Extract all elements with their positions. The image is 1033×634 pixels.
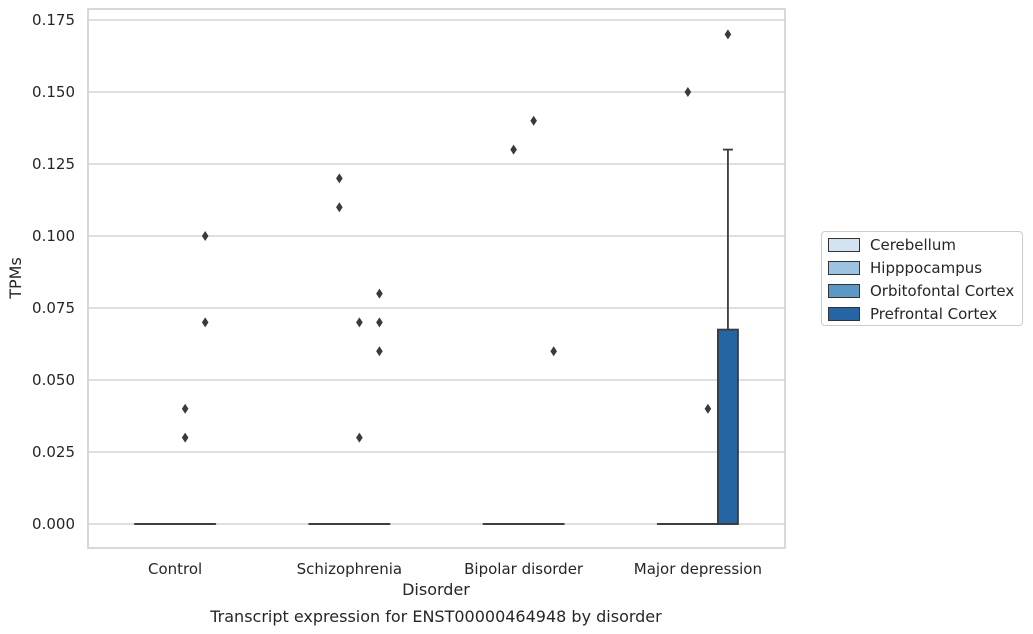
outlier-point	[201, 317, 209, 328]
x-tick-label: Bipolar disorder	[464, 560, 584, 578]
outlier-point	[356, 317, 363, 328]
x-tick-label: Schizophrenia	[297, 560, 402, 578]
legend-label: Prefrontal Cortex	[870, 305, 998, 323]
x-axis-label: Disorder	[402, 580, 470, 599]
y-tick-label: 0.150	[32, 83, 75, 101]
legend-item: Cerebellum	[828, 235, 956, 255]
outlier-point	[704, 403, 712, 414]
outlier-points	[181, 29, 732, 443]
outlier-point	[510, 144, 517, 155]
x-axis-tick-labels: Control Schizophrenia Bipolar disorder Majo…	[148, 560, 762, 578]
y-tick-label: 0.075	[32, 299, 75, 317]
legend-swatch	[828, 307, 860, 321]
outlier-point	[376, 288, 383, 299]
y-axis-tick-labels: 0.000 0.025 0.050 0.075 0.100 0.125 0.150 0.175	[32, 11, 75, 533]
legend-label: Cerebellum	[870, 236, 956, 254]
outlier-point	[550, 346, 557, 357]
box-prefrontal-cortex	[717, 148, 739, 525]
outlier-point	[201, 231, 209, 241]
grid-lines	[88, 19, 785, 525]
x-tick-label: Major depression	[634, 560, 762, 578]
y-tick-label: 0.100	[32, 227, 75, 245]
y-tick-label: 0.000	[32, 515, 75, 533]
legend: Cerebellum Hipppocampus Orbitofontal Corte…	[821, 231, 1023, 326]
boxes	[134, 148, 739, 525]
legend-item: Prefrontal Cortex	[828, 304, 997, 324]
outlier-point	[356, 432, 363, 443]
legend-item: Orbitofontal Cortex	[828, 281, 1014, 301]
legend-item: Hipppocampus	[828, 258, 982, 278]
outlier-point	[724, 29, 732, 40]
outlier-point	[181, 432, 189, 443]
y-tick-label: 0.175	[32, 11, 75, 29]
outlier-point	[181, 403, 189, 414]
outlier-point	[336, 173, 343, 184]
legend-label: Orbitofontal Cortex	[870, 282, 1015, 300]
y-axis-label: TPMs	[6, 257, 25, 300]
outlier-point	[376, 346, 383, 357]
y-tick-label: 0.025	[32, 443, 75, 461]
legend-swatch	[828, 284, 860, 298]
chart-title: Transcript expression for ENST0000046494…	[209, 607, 662, 626]
legend-label: Hipppocampus	[870, 259, 983, 277]
y-tick-label: 0.050	[32, 371, 75, 389]
outlier-point	[530, 115, 537, 126]
plot-area-frame	[87, 8, 786, 549]
legend-swatch	[828, 238, 860, 252]
x-tick-label: Control	[148, 560, 202, 578]
outlier-point	[376, 317, 383, 328]
box-body	[717, 328, 739, 525]
outlier-point	[684, 87, 692, 97]
legend-swatch	[828, 261, 860, 275]
y-tick-label: 0.125	[32, 155, 75, 173]
outlier-point	[336, 202, 343, 213]
